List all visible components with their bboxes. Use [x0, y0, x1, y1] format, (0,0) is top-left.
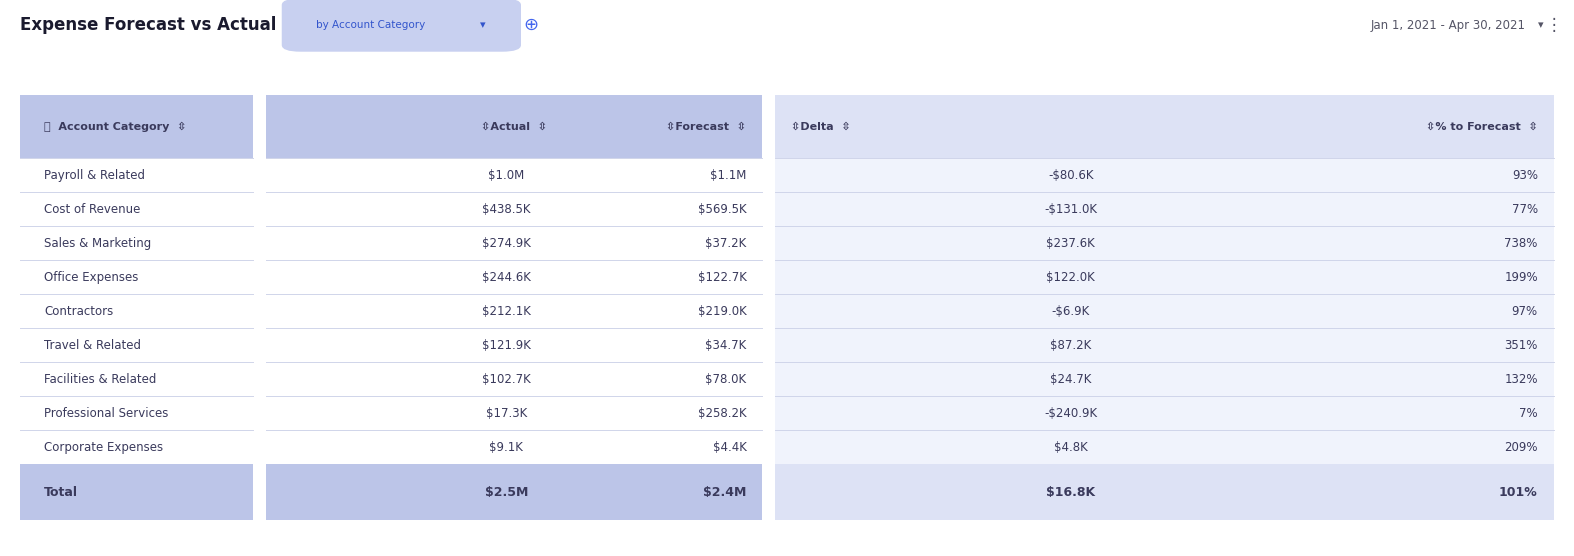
Bar — [20, 396, 1554, 430]
Bar — [774, 430, 1554, 464]
Bar — [774, 329, 1554, 363]
Text: $4.4K: $4.4K — [713, 441, 746, 454]
Text: Expense Forecast vs Actual Deltas: Expense Forecast vs Actual Deltas — [20, 16, 342, 34]
Text: $438.5K: $438.5K — [482, 203, 530, 216]
Bar — [20, 294, 1554, 329]
Bar — [20, 192, 1554, 226]
Text: $212.1K: $212.1K — [482, 305, 530, 318]
Bar — [266, 95, 762, 158]
Text: $37.2K: $37.2K — [705, 237, 746, 250]
Bar — [20, 430, 1554, 464]
Text: $34.7K: $34.7K — [705, 339, 746, 352]
Text: 132%: 132% — [1505, 373, 1538, 386]
Text: $4.8K: $4.8K — [1055, 441, 1088, 454]
Text: $122.0K: $122.0K — [1047, 271, 1096, 284]
Bar — [20, 226, 1554, 260]
Text: $1.1M: $1.1M — [710, 169, 746, 182]
Text: $122.7K: $122.7K — [697, 271, 746, 284]
Text: -$6.9K: -$6.9K — [1051, 305, 1089, 318]
Text: Jan 1, 2021 - Apr 30, 2021: Jan 1, 2021 - Apr 30, 2021 — [1371, 18, 1525, 32]
Text: ▾: ▾ — [1538, 20, 1544, 30]
Text: -$240.9K: -$240.9K — [1044, 407, 1097, 420]
Text: Sales & Marketing: Sales & Marketing — [44, 237, 151, 250]
Text: by Account Category: by Account Category — [316, 20, 425, 30]
Text: $258.2K: $258.2K — [697, 407, 746, 420]
Text: Total: Total — [44, 485, 79, 499]
Text: ⇳Actual  ⇳: ⇳Actual ⇳ — [482, 122, 548, 131]
Text: ⇳% to Forecast  ⇳: ⇳% to Forecast ⇳ — [1426, 122, 1538, 131]
Text: 93%: 93% — [1511, 169, 1538, 182]
Text: Contractors: Contractors — [44, 305, 113, 318]
Text: ⯆  Account Category  ⇳: ⯆ Account Category ⇳ — [44, 121, 187, 132]
Text: Travel & Related: Travel & Related — [44, 339, 142, 352]
Bar — [774, 95, 1554, 158]
Text: 738%: 738% — [1505, 237, 1538, 250]
Bar — [20, 158, 1554, 192]
Text: $102.7K: $102.7K — [482, 373, 530, 386]
Bar — [774, 363, 1554, 396]
Text: ⋮: ⋮ — [1546, 16, 1561, 34]
Bar — [774, 192, 1554, 226]
Text: Facilities & Related: Facilities & Related — [44, 373, 156, 386]
Bar — [20, 260, 1554, 294]
Text: $87.2K: $87.2K — [1050, 339, 1091, 352]
Text: Office Expenses: Office Expenses — [44, 271, 139, 284]
Text: $244.6K: $244.6K — [482, 271, 530, 284]
Bar — [774, 158, 1554, 192]
Text: 7%: 7% — [1519, 407, 1538, 420]
Text: $17.3K: $17.3K — [486, 407, 527, 420]
Text: 77%: 77% — [1511, 203, 1538, 216]
Text: 351%: 351% — [1505, 339, 1538, 352]
Bar — [774, 396, 1554, 430]
Text: 101%: 101% — [1498, 485, 1538, 499]
Bar — [266, 464, 762, 520]
Text: $1.0M: $1.0M — [488, 169, 524, 182]
Text: $78.0K: $78.0K — [705, 373, 746, 386]
Text: $274.9K: $274.9K — [482, 237, 530, 250]
Text: Cost of Revenue: Cost of Revenue — [44, 203, 140, 216]
Text: $16.8K: $16.8K — [1047, 485, 1096, 499]
Text: Professional Services: Professional Services — [44, 407, 168, 420]
Bar — [774, 260, 1554, 294]
Text: ⇳Delta  ⇳: ⇳Delta ⇳ — [790, 122, 850, 131]
Text: $2.5M: $2.5M — [485, 485, 527, 499]
Bar — [20, 363, 1554, 396]
Text: 97%: 97% — [1511, 305, 1538, 318]
Bar — [20, 329, 1554, 363]
Text: -$80.6K: -$80.6K — [1048, 169, 1094, 182]
Text: 199%: 199% — [1505, 271, 1538, 284]
Text: 209%: 209% — [1505, 441, 1538, 454]
Bar — [774, 226, 1554, 260]
Text: ⇳Forecast  ⇳: ⇳Forecast ⇳ — [666, 122, 746, 131]
Bar — [774, 464, 1554, 520]
Text: ⊕: ⊕ — [523, 16, 538, 34]
Text: $569.5K: $569.5K — [697, 203, 746, 216]
Text: $24.7K: $24.7K — [1050, 373, 1091, 386]
Text: -$131.0K: -$131.0K — [1044, 203, 1097, 216]
Text: $2.4M: $2.4M — [704, 485, 746, 499]
Text: $219.0K: $219.0K — [697, 305, 746, 318]
Text: $121.9K: $121.9K — [482, 339, 530, 352]
Bar — [20, 95, 253, 158]
Text: Corporate Expenses: Corporate Expenses — [44, 441, 164, 454]
FancyBboxPatch shape — [282, 0, 521, 52]
Bar — [20, 464, 253, 520]
Bar — [774, 294, 1554, 329]
Text: ▾: ▾ — [480, 20, 486, 30]
Text: $9.1K: $9.1K — [490, 441, 523, 454]
Text: $237.6K: $237.6K — [1047, 237, 1096, 250]
Text: Payroll & Related: Payroll & Related — [44, 169, 145, 182]
